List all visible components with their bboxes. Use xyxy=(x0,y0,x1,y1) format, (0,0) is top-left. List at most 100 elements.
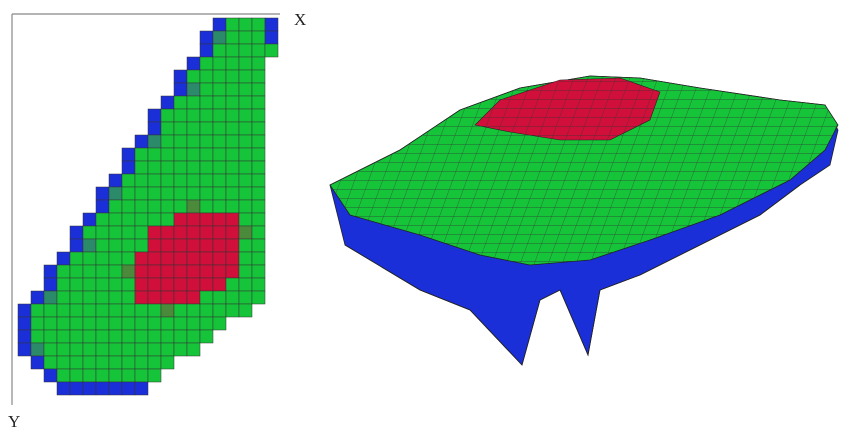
grid-cell xyxy=(122,200,135,213)
grid-cell xyxy=(187,57,200,70)
grid-cell xyxy=(213,252,226,265)
grid-cell xyxy=(187,96,200,109)
grid-cell xyxy=(187,252,200,265)
grid-cell xyxy=(135,369,148,382)
grid-cell xyxy=(135,265,148,278)
grid-cell xyxy=(57,369,70,382)
grid-cell xyxy=(18,343,31,356)
grid-cell xyxy=(122,265,135,278)
grid-cell xyxy=(226,200,239,213)
grid-cell xyxy=(70,252,83,265)
grid-cell xyxy=(252,174,265,187)
grid-cell xyxy=(226,148,239,161)
grid-cell xyxy=(31,343,44,356)
grid-cell xyxy=(200,278,213,291)
grid-cell xyxy=(265,44,278,57)
grid-cell xyxy=(161,278,174,291)
grid-cell xyxy=(213,213,226,226)
grid-cell xyxy=(44,278,57,291)
grid-cell xyxy=(226,70,239,83)
grid-cell xyxy=(200,57,213,70)
grid-cell xyxy=(213,278,226,291)
grid-cell xyxy=(200,317,213,330)
grid-cell xyxy=(213,31,226,44)
grid-cell xyxy=(174,187,187,200)
grid-cell xyxy=(187,148,200,161)
grid-cell xyxy=(135,226,148,239)
grid-cell xyxy=(44,291,57,304)
grid-cell xyxy=(226,83,239,96)
grid-cell xyxy=(70,265,83,278)
grid-cell xyxy=(239,265,252,278)
grid-cell xyxy=(239,161,252,174)
grid-cell xyxy=(148,135,161,148)
grid-cell xyxy=(174,330,187,343)
grid-cell xyxy=(44,369,57,382)
grid-cell xyxy=(226,252,239,265)
grid-cell xyxy=(213,96,226,109)
grid-cell xyxy=(239,252,252,265)
grid-cell xyxy=(31,317,44,330)
grid-cell xyxy=(148,291,161,304)
grid-cell xyxy=(239,135,252,148)
grid-cell xyxy=(109,317,122,330)
grid-cell xyxy=(252,70,265,83)
grid-cell xyxy=(226,109,239,122)
grid-cell xyxy=(174,317,187,330)
grid-cell xyxy=(148,200,161,213)
grid-cell xyxy=(239,304,252,317)
grid-cell xyxy=(239,148,252,161)
grid-cell xyxy=(44,304,57,317)
grid-cell xyxy=(187,239,200,252)
grid-cell xyxy=(109,291,122,304)
grid-cell xyxy=(57,317,70,330)
grid-cell xyxy=(239,31,252,44)
grid-cell xyxy=(213,161,226,174)
grid-cell xyxy=(239,70,252,83)
grid-cell xyxy=(122,174,135,187)
grid-cell xyxy=(226,161,239,174)
grid-cell xyxy=(174,304,187,317)
grid-cell xyxy=(135,135,148,148)
grid-cell xyxy=(226,31,239,44)
grid-cell xyxy=(200,174,213,187)
grid-cell xyxy=(148,174,161,187)
grid-cell xyxy=(148,109,161,122)
grid-cell xyxy=(135,291,148,304)
grid-cell xyxy=(252,44,265,57)
grid-cell xyxy=(239,96,252,109)
grid-cell xyxy=(174,161,187,174)
figure: X Y xyxy=(0,0,844,431)
grid-cell xyxy=(200,330,213,343)
grid-cell xyxy=(109,200,122,213)
grid-cell xyxy=(122,343,135,356)
grid-cell xyxy=(122,304,135,317)
grid-cell xyxy=(252,252,265,265)
grid-cell xyxy=(70,304,83,317)
grid-cell xyxy=(135,382,148,395)
grid-cell xyxy=(57,304,70,317)
grid-cell xyxy=(31,330,44,343)
grid-cell xyxy=(57,356,70,369)
grid-cell xyxy=(83,265,96,278)
grid-cell xyxy=(109,239,122,252)
grid-cell xyxy=(226,291,239,304)
grid-cell xyxy=(239,278,252,291)
grid-cell xyxy=(226,122,239,135)
grid-cell xyxy=(135,252,148,265)
grid-cell xyxy=(187,70,200,83)
grid-cell xyxy=(226,265,239,278)
grid-cell xyxy=(148,265,161,278)
grid-cell xyxy=(200,252,213,265)
grid-cell xyxy=(57,252,70,265)
grid-cell xyxy=(174,174,187,187)
grid-cell xyxy=(200,70,213,83)
grid-cell xyxy=(122,161,135,174)
grid-cell xyxy=(239,57,252,70)
grid-cell xyxy=(161,200,174,213)
grid-cell xyxy=(148,330,161,343)
grid-cell xyxy=(161,122,174,135)
grid-cell xyxy=(44,356,57,369)
grid-cell xyxy=(226,96,239,109)
grid-cell xyxy=(187,174,200,187)
